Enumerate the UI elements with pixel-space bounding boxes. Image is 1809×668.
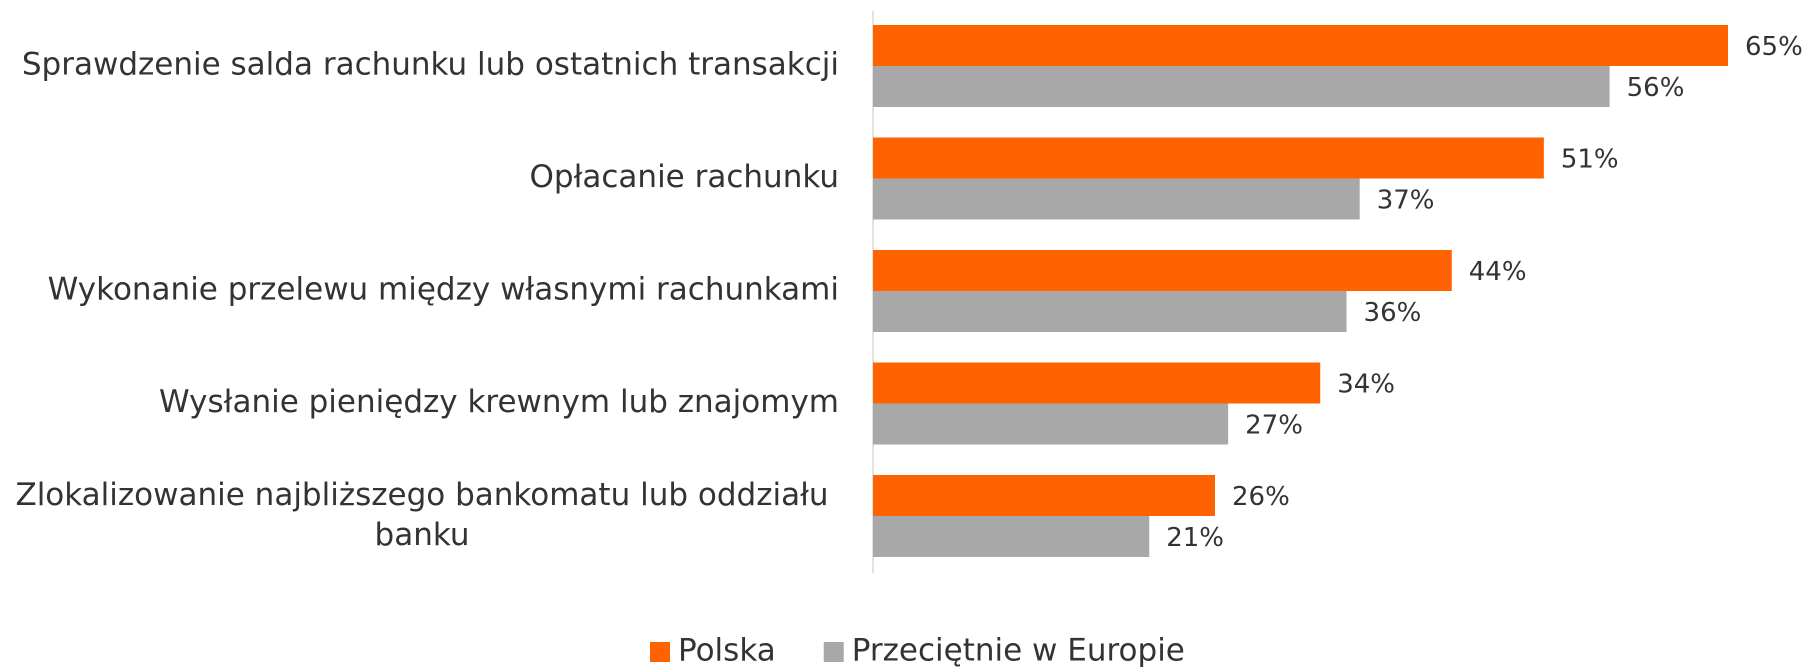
- value-label: 36%: [1364, 298, 1422, 328]
- legend-swatch: [823, 642, 844, 662]
- value-label: 34%: [1337, 370, 1395, 400]
- category-label: Wysłanie pieniędzy krewnym lub znajomym: [159, 384, 839, 420]
- category-label: Wykonanie przelewu między własnymi rachu…: [48, 272, 839, 308]
- bar: [873, 137, 1544, 179]
- bar: [873, 250, 1452, 291]
- category-label: Sprawdzenie salda rachunku lub ostatnich…: [22, 47, 839, 83]
- bar: [873, 25, 1728, 66]
- value-label: 56%: [1627, 73, 1685, 103]
- legend-label: Przeciętnie w Europie: [852, 633, 1185, 668]
- bar: [873, 475, 1215, 516]
- legend-swatch: [650, 642, 670, 662]
- bar: [873, 178, 1360, 220]
- value-label: 26%: [1232, 482, 1290, 512]
- bar: [873, 66, 1610, 107]
- bar: [873, 291, 1347, 332]
- bar: [873, 403, 1229, 445]
- value-label: 44%: [1469, 257, 1527, 287]
- bar: [873, 362, 1321, 404]
- category-label: Zlokalizowanie najbliższego bankomatu lu…: [15, 477, 828, 553]
- category-label: Opłacanie rachunku: [530, 159, 840, 195]
- legend-label: Polska: [678, 633, 776, 668]
- value-label: 51%: [1561, 145, 1619, 175]
- value-label: 27%: [1245, 411, 1303, 441]
- value-label: 21%: [1166, 523, 1224, 553]
- value-label: 37%: [1377, 186, 1435, 216]
- value-label: 65%: [1745, 32, 1803, 62]
- bar: [873, 516, 1150, 557]
